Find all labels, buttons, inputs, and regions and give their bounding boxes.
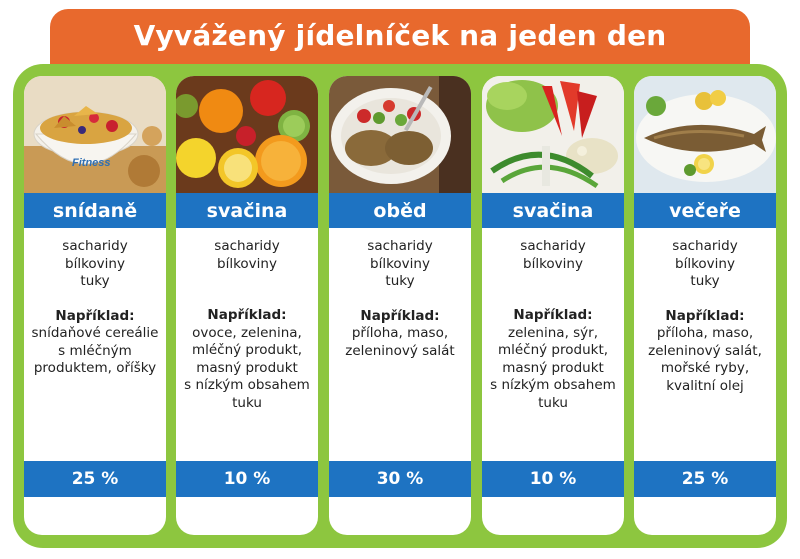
meal-description: sacharidy bílkoviny tuky Například: sníd… — [24, 238, 166, 378]
example-heading: Například: — [360, 307, 440, 324]
nutrient-item: sacharidy — [214, 238, 280, 254]
nutrient-item: bílkoviny — [523, 255, 583, 272]
vegetable-photo — [482, 76, 624, 193]
nutrient-item: sacharidy — [367, 238, 433, 254]
meal-description: sacharidy bílkoviny Například: ovoce, ze… — [176, 238, 318, 412]
meal-column-snack-1: svačina sacharidy bílkoviny Například: o… — [176, 76, 318, 535]
example-text: příloha, maso, zeleninový salát — [345, 325, 455, 359]
meal-description: sacharidy bílkoviny Například: zelenina,… — [482, 238, 624, 412]
percent-value: 25 % — [24, 461, 166, 497]
example-text: ovoce, zelenina, mléčný produkt, masný p… — [184, 324, 310, 411]
fish-plate-photo — [634, 76, 776, 193]
percent-value: 25 % — [634, 461, 776, 497]
example-text: snídaňové cereálie s mléčným produktem, … — [31, 325, 159, 376]
percent-value: 10 % — [176, 461, 318, 497]
fruit-photo — [176, 76, 318, 193]
meal-column-lunch: oběd sacharidy bílkoviny tuky Například:… — [329, 76, 471, 535]
nutrient-item: bílkoviny — [217, 255, 277, 272]
nutrient-item: bílkoviny — [370, 255, 430, 272]
meal-description: sacharidy bílkoviny tuky Například: příl… — [329, 238, 471, 360]
nutrient-item: bílkoviny — [675, 255, 735, 272]
meal-column-breakfast: Fitness snídaně sacharidy bílkoviny tuky… — [24, 76, 166, 535]
meal-name: večeře — [634, 193, 776, 228]
example-heading: Například: — [513, 307, 593, 323]
nutrient-item: sacharidy — [62, 238, 128, 254]
example-heading: Například: — [55, 307, 135, 324]
meal-column-dinner: večeře sacharidy bílkoviny tuky Napříkla… — [634, 76, 776, 535]
percent-value: 30 % — [329, 461, 471, 497]
lunch-plate-photo — [329, 76, 471, 193]
meal-column-snack-2: svačina sacharidy bílkoviny Například: z… — [482, 76, 624, 535]
example-heading: Například: — [207, 307, 287, 323]
cereal-box-label: Fitness — [72, 157, 111, 169]
nutrient-item: bílkoviny — [65, 255, 125, 272]
cereal-bowl-photo: Fitness — [24, 76, 166, 193]
meal-description: sacharidy bílkoviny tuky Například: příl… — [634, 238, 776, 395]
example-text: příloha, maso, zeleninový salát, mořské … — [648, 325, 762, 394]
page-title: Vyvážený jídelníček na jeden den — [50, 9, 750, 67]
meal-name: snídaně — [24, 193, 166, 228]
nutrient-item: sacharidy — [672, 238, 738, 254]
nutrient-item: tuky — [385, 273, 415, 289]
nutrient-item: tuky — [690, 273, 720, 289]
percent-value: 10 % — [482, 461, 624, 497]
meal-name: svačina — [176, 193, 318, 228]
meal-name: oběd — [329, 193, 471, 228]
example-heading: Například: — [665, 307, 745, 324]
nutrient-item: sacharidy — [520, 238, 586, 254]
nutrient-item: tuky — [80, 273, 110, 289]
meal-name: svačina — [482, 193, 624, 228]
example-text: zelenina, sýr, mléčný produkt, masný pro… — [490, 324, 616, 411]
